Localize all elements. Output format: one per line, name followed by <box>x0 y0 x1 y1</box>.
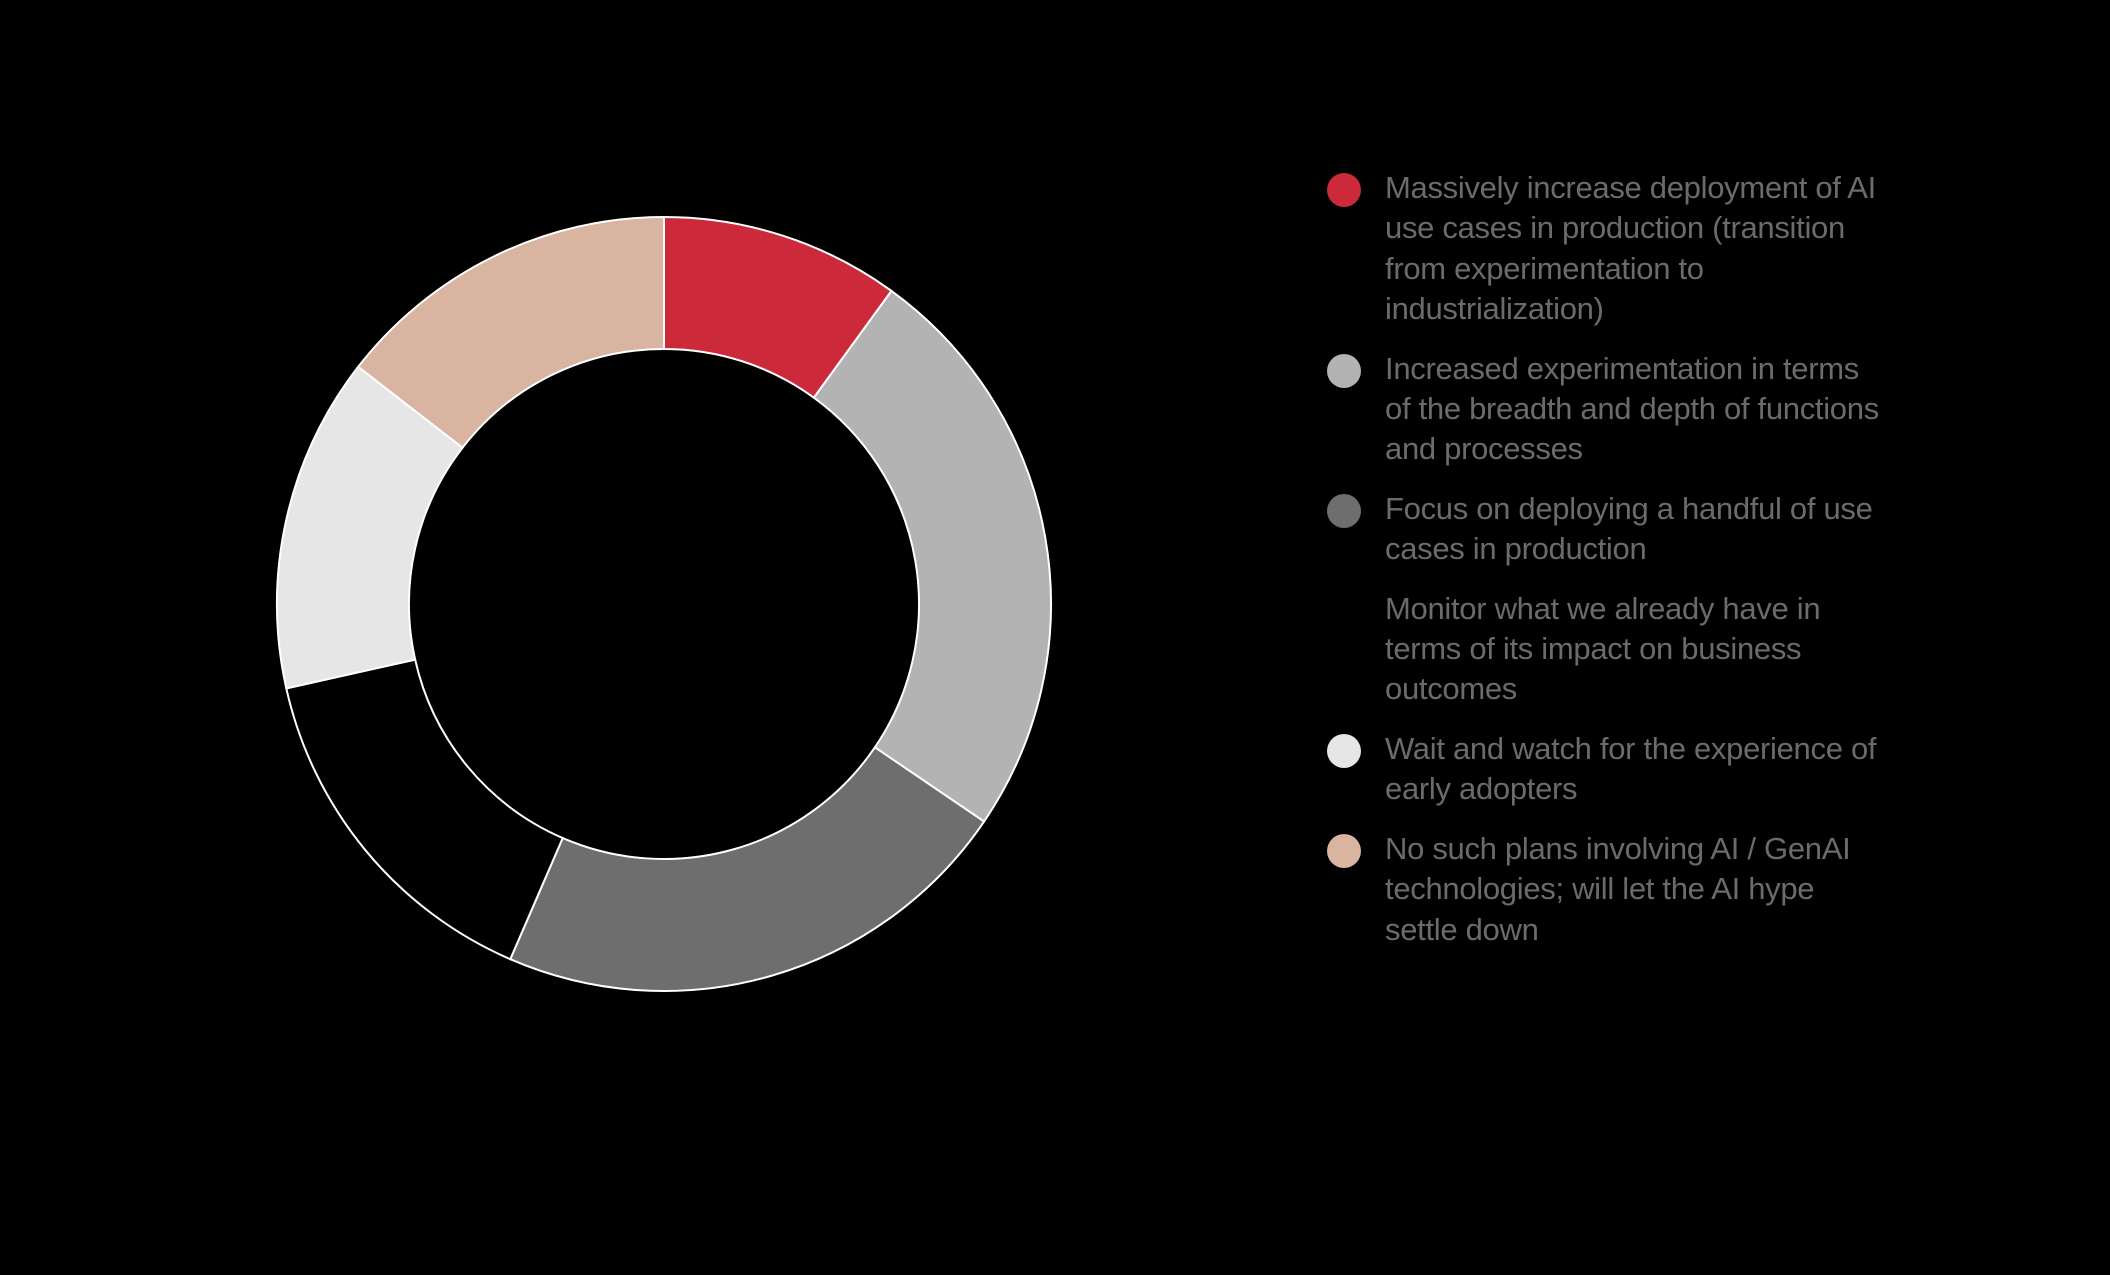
donut-slice-4 <box>285 658 565 961</box>
legend-label: Increased experimentation in terms of th… <box>1385 350 1879 467</box>
chart-legend: Massively increase deployment of AI use … <box>1327 168 1887 969</box>
legend-item-5: Wait and watch for the experience of ear… <box>1327 729 1887 810</box>
legend-label: Focus on deploying a handful of use case… <box>1385 490 1873 567</box>
donut-slice-2 <box>812 289 1052 823</box>
legend-swatch-icon <box>1327 493 1361 528</box>
legend-item-1: Massively increase deployment of AI use … <box>1327 168 1887 330</box>
legend-item-6: No such plans involving AI / GenAI techn… <box>1327 829 1887 950</box>
donut-slice-6 <box>356 215 665 450</box>
legend-label: Monitor what we already have in terms of… <box>1385 590 1821 707</box>
legend-label: Massively increase deployment of AI use … <box>1385 170 1876 327</box>
legend-swatch-icon <box>1327 733 1361 768</box>
donut-slice-3 <box>508 745 986 992</box>
legend-item-3: Focus on deploying a handful of use case… <box>1327 489 1887 570</box>
legend-swatch-icon <box>1327 353 1361 388</box>
legend-label: No such plans involving AI / GenAI techn… <box>1385 830 1851 947</box>
donut-chart <box>276 215 1052 992</box>
legend-swatch-icon <box>1327 173 1361 207</box>
legend-label: Wait and watch for the experience of ear… <box>1385 730 1877 807</box>
legend-item-4: Monitor what we already have in terms of… <box>1327 589 1887 710</box>
legend-item-2: Increased experimentation in terms of th… <box>1327 349 1887 470</box>
legend-swatch-icon <box>1327 833 1361 868</box>
legend-swatch-icon <box>1327 593 1361 628</box>
